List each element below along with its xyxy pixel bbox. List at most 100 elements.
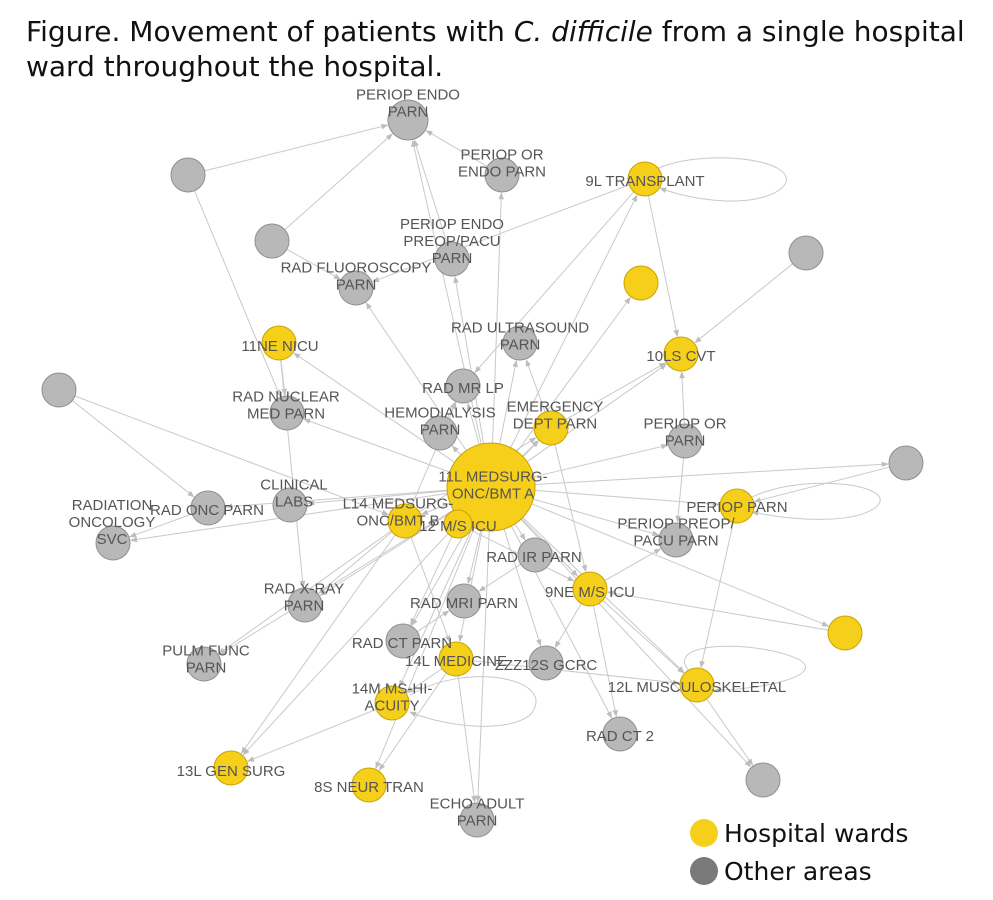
node-label-line: 12 M/S ICU	[419, 518, 497, 535]
edge-11l_medsurg_onc_bmt_a-to-l14_medsurg_onc_bmt_b	[421, 502, 451, 515]
node-12l_musculoskeletal	[679, 667, 715, 703]
node-rad_fluoroscopy_parn	[338, 270, 374, 306]
node-label-line: 8S NEUR TRAN	[314, 779, 424, 796]
node-label-line: MED PARN	[247, 406, 325, 423]
node-label-8s_neur_tran: 8S NEUR TRAN	[314, 779, 424, 796]
node-label-line: PERIOP OR	[460, 147, 543, 164]
edge-9ne_m_s_icu-to-rad_ct_2	[592, 605, 618, 718]
node-label-zzz12s_gcrc: ZZZ12S GCRC	[495, 657, 598, 674]
node-label-rad_ct_parn: RAD CT PARN	[352, 635, 452, 652]
node-label-line: 14L MEDICINE	[405, 653, 507, 670]
edge-11l_medsurg_onc_bmt_a-to-unlabeled_gray_5	[534, 461, 889, 485]
edge-emergency_dept_parn-to-10ls_cvt	[565, 362, 667, 421]
node-label-14l_medicine: 14L MEDICINE	[405, 653, 507, 670]
node-label-line: ZZZ12S GCRC	[495, 657, 598, 674]
edge-11l_medsurg_onc_bmt_a-to-echo_adult_parn	[475, 530, 490, 803]
node-label-line: ONC/BMT A	[452, 486, 534, 503]
node-label-echo_adult_parn: ECHO ADULT PARN	[430, 796, 525, 830]
node-label-line: 11NE NICU	[241, 338, 318, 355]
edge-11l_medsurg_onc_bmt_a-to-periop_preop_pacu_parn	[533, 498, 660, 536]
node-label-periop_endo_preop_pacu_parn: PERIOP ENDO PREOP/PACU PARN	[400, 216, 504, 267]
self-loops-layer	[409, 157, 881, 727]
edge-9ne_m_s_icu-to-12l_musculoskeletal	[602, 600, 685, 674]
edge-rad_ct_parn-to-rad_mri_parn	[416, 610, 450, 633]
node-unlabeled_gray_2	[254, 223, 290, 259]
node-emergency_dept_parn	[533, 410, 569, 446]
node-label-line: RAD IR PARN	[486, 549, 582, 566]
node-label-line: 11L MEDSURG-	[438, 469, 547, 486]
node-label-line: PERIOP ENDO	[356, 87, 460, 104]
node-label-line: PARN	[457, 813, 498, 830]
node-rad_x_ray_parn	[287, 587, 323, 623]
node-label-line: PACU PARN	[633, 533, 718, 550]
edge-14l_medicine-to-14m_ms_hi_acuity	[406, 668, 443, 694]
edge-l14_medsurg_onc_bmt_b-to-13l_gen_surg	[240, 534, 396, 754]
edge-unlabeled_gray_1-to-rad_nuclear_med_parn	[194, 190, 281, 398]
node-label-line: ENDO PARN	[458, 164, 546, 181]
edge-unlabeled_gray_2-to-periop_endo_parn	[284, 133, 393, 231]
node-label-line: SVC	[97, 531, 128, 548]
node-unlabeled_gray_4	[41, 372, 77, 408]
edge-11l_medsurg_onc_bmt_a-to-emergency_dept_parn	[522, 440, 539, 457]
legend-label-other-areas: Other areas	[724, 856, 872, 886]
node-rad_ct_parn	[385, 623, 421, 659]
node-rad_ultrasound_parn	[502, 325, 538, 361]
edge-11l_medsurg_onc_bmt_a-to-rad_ultrasound_parn	[499, 359, 518, 444]
node-label-11l_medsurg_onc_bmt_a: 11L MEDSURG-ONC/BMT A	[438, 469, 547, 503]
node-label-line: PREOP/PACU	[403, 233, 500, 250]
node-10ls_cvt	[663, 336, 699, 372]
node-label-line: DEPT PARN	[513, 416, 597, 433]
edge-11l_medsurg_onc_bmt_a-to-periop_parn	[534, 489, 720, 507]
node-label-rad_x_ray_parn: RAD X-RAY PARN	[264, 581, 345, 615]
edge-9l_transplant-to-rad_mr_lp	[474, 191, 635, 374]
node-label-line: PARN	[432, 250, 473, 267]
node-label-line: RADIATION	[72, 497, 153, 514]
node-unlabeled_gray_6	[745, 762, 781, 798]
edge-unlabeled_gray_4-to-l14_medsurg_onc_bmt_b	[74, 395, 389, 516]
node-label-hemodialysis_parn: HEMODIALYSIS PARN	[384, 405, 495, 439]
edge-rad_ir_parn-to-rad_mri_parn	[478, 563, 521, 592]
node-label-radiation_oncology_svc: RADIATION ONCOLOGY SVC	[69, 497, 156, 548]
node-echo_adult_parn	[459, 802, 495, 838]
node-label-line: PARN	[665, 433, 706, 450]
node-label-emergency_dept_parn: EMERGENCY DEPT PARN	[507, 399, 604, 433]
edge-periop_parn-to-12l_musculoskeletal	[699, 522, 734, 669]
node-label-periop_or_endo_parn: PERIOP OR ENDO PARN	[458, 147, 546, 181]
edge-11l_medsurg_onc_bmt_a-to-unlabeled_ward_2	[531, 503, 830, 627]
edge-emergency_dept_parn-to-9ne_m_s_icu	[554, 444, 588, 573]
edge-11l_medsurg_onc_bmt_a-to-9l_transplant	[510, 194, 638, 448]
node-label-clinical_labs: CLINICAL LABS	[260, 477, 328, 511]
legend: Hospital wards Other areas	[690, 814, 980, 890]
node-label-12l_musculoskeletal: 12L MUSCULOSKELETAL	[608, 679, 786, 696]
node-12_m_s_icu	[443, 509, 473, 539]
node-label-line: PARN	[420, 422, 461, 439]
nodes-layer	[41, 99, 924, 838]
edge-11l_medsurg_onc_bmt_a-to-13l_gen_surg	[242, 518, 462, 756]
node-label-line: ONCOLOGY	[69, 514, 156, 531]
edge-periop_endo_preop_pacu_parn-to-periop_endo_parn	[413, 139, 448, 243]
edge-14l_medicine-to-8s_neur_tran	[378, 672, 447, 771]
node-label-rad_mr_lp: RAD MR LP	[422, 380, 504, 397]
node-periop_endo_parn	[387, 99, 429, 141]
node-unlabeled_gray_3	[788, 235, 824, 271]
node-rad_mri_parn	[446, 583, 482, 619]
node-label-line: ECHO ADULT	[430, 796, 525, 813]
node-label-line: LABS	[275, 494, 313, 511]
node-label-10ls_cvt: 10LS CVT	[646, 348, 715, 365]
node-label-line: RAD CT PARN	[352, 635, 452, 652]
node-l14_medsurg_onc_bmt_b	[387, 503, 423, 539]
node-label-rad_ct_2: RAD CT 2	[586, 728, 654, 745]
node-unlabeled_gray_1	[170, 157, 206, 193]
legend-item-other-areas: Other areas	[690, 852, 980, 890]
edge-periop_or_parn-to-10ls_cvt	[679, 371, 685, 425]
node-label-periop_preop_pacu_parn: PERIOP PREOP/PACU PARN	[617, 516, 735, 550]
edge-9ne_m_s_icu-to-zzz12s_gcrc	[554, 603, 582, 649]
node-periop_endo_preop_pacu_parn	[434, 241, 470, 277]
edge-unlabeled_gray_3-to-10ls_cvt	[694, 263, 794, 344]
node-label-line: EMERGENCY	[507, 399, 604, 416]
edge-11l_medsurg_onc_bmt_a-to-clinical_labs	[307, 490, 448, 506]
node-14m_ms_hi_acuity	[374, 685, 410, 721]
self-loop-14m_ms_hi_acuity	[409, 676, 537, 727]
